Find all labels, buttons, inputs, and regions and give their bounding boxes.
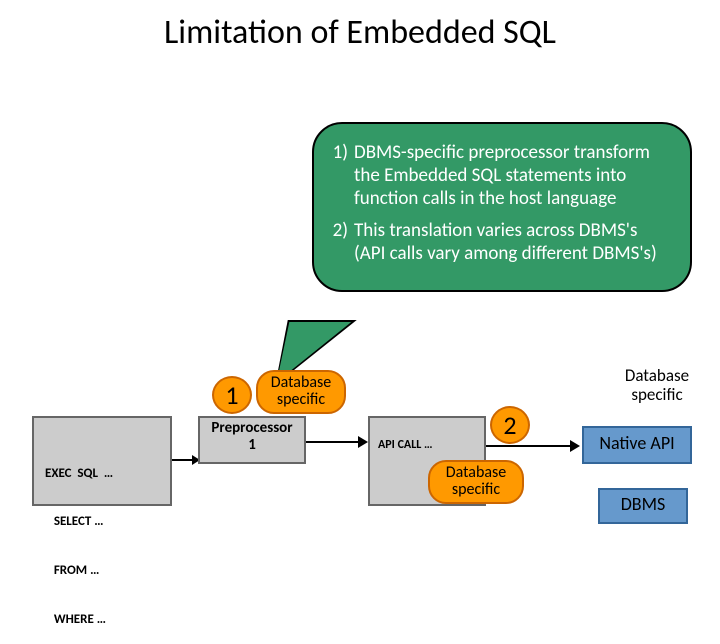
- callout-item-2-text: This translation varies across DBMS's (A…: [354, 220, 668, 266]
- badge-1-text: 1: [225, 379, 238, 411]
- db-specific-bubble-top-text: Database specific: [271, 375, 331, 409]
- arrow-1: [172, 450, 200, 470]
- arrow-3: [486, 436, 580, 456]
- db-specific-right-label: Database specific: [612, 367, 702, 404]
- db-specific-bubble-top: Database specific: [256, 370, 346, 414]
- callout-item-2-num: 2): [328, 220, 354, 266]
- callout-item-1-num: 1): [328, 142, 354, 210]
- callout-item-2: 2) This translation varies across DBMS's…: [328, 220, 668, 266]
- callout-item-1-text: DBMS-specific preprocessor transform the…: [354, 142, 668, 210]
- sql-line-3: FROM …: [45, 563, 113, 579]
- preprocessor-label: Preprocessor 1: [198, 420, 306, 453]
- api-call-text: API CALL …: [378, 438, 433, 452]
- native-api-label: Native API: [582, 434, 692, 454]
- sql-line-2: SELECT …: [45, 514, 113, 530]
- db-specific-bubble-mid-text: Database specific: [446, 465, 506, 499]
- callout-item-1: 1) DBMS-specific preprocessor transform …: [328, 142, 668, 210]
- callout-bubble: 1) DBMS-specific preprocessor transform …: [312, 122, 692, 292]
- arrow-2: [306, 432, 368, 452]
- sql-line-1: EXEC SQL …: [45, 466, 113, 482]
- badge-1: 1: [212, 376, 252, 414]
- db-specific-bubble-mid: Database specific: [428, 460, 524, 504]
- sql-code-block: EXEC SQL … SELECT … FROM … WHERE …: [45, 433, 113, 644]
- page-title: Limitation of Embedded SQL: [0, 12, 720, 53]
- dbms-label: DBMS: [598, 495, 688, 515]
- sql-line-4: WHERE …: [45, 612, 113, 628]
